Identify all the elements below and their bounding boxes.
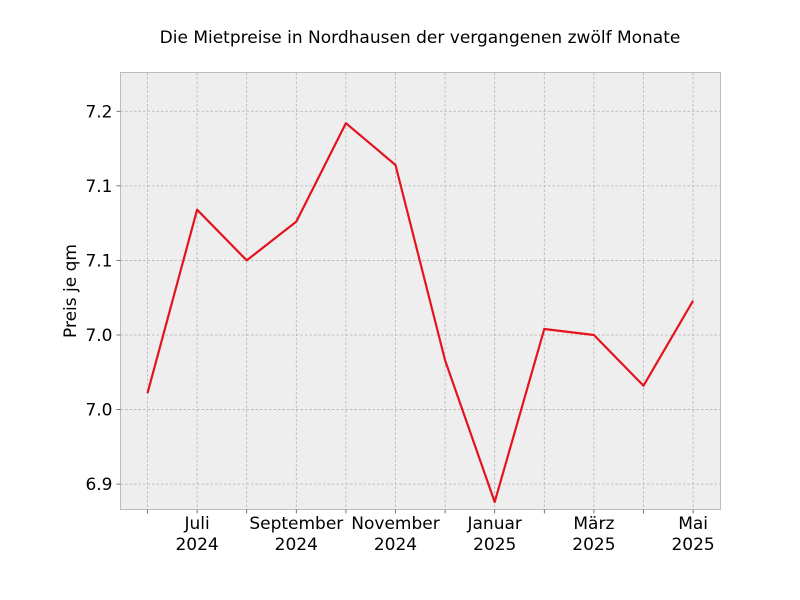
y-tick-label: 7.0: [85, 326, 112, 346]
y-tick-label: 7.1: [85, 251, 112, 271]
x-tick-label-year: 2024: [275, 535, 318, 555]
grid: [120, 72, 721, 510]
x-tick-label-month: September: [249, 514, 343, 534]
x-tick-label-year: 2024: [374, 535, 417, 555]
plot-area: [120, 72, 721, 510]
y-axis: 6.9 7.0 7.0 7.1 7.1 7.2: [85, 102, 121, 495]
y-axis-label: Preis je qm: [61, 244, 81, 338]
chart-title: Die Mietpreise in Nordhausen der vergang…: [160, 28, 681, 48]
x-tick-label-year: 2025: [572, 535, 615, 555]
x-tick-label-year: 2024: [175, 535, 218, 555]
y-tick-label: 7.1: [85, 177, 112, 197]
x-tick-label-month: Mai: [678, 514, 708, 534]
y-tick-label: 7.2: [85, 102, 112, 122]
y-tick-label: 7.0: [85, 401, 112, 421]
x-tick-label-month: Januar: [467, 514, 522, 534]
x-tick-label-year: 2025: [473, 535, 516, 555]
x-tick-label-month: Juli: [183, 514, 209, 534]
x-tick-label-year: 2025: [671, 535, 714, 555]
series-line: [146, 122, 695, 504]
y-tick-label: 6.9: [85, 475, 112, 495]
x-tick-label-month: November: [351, 514, 439, 534]
x-tick-label-month: März: [573, 514, 614, 534]
x-axis: Juli2024September2024November2024Januar2…: [147, 509, 715, 555]
